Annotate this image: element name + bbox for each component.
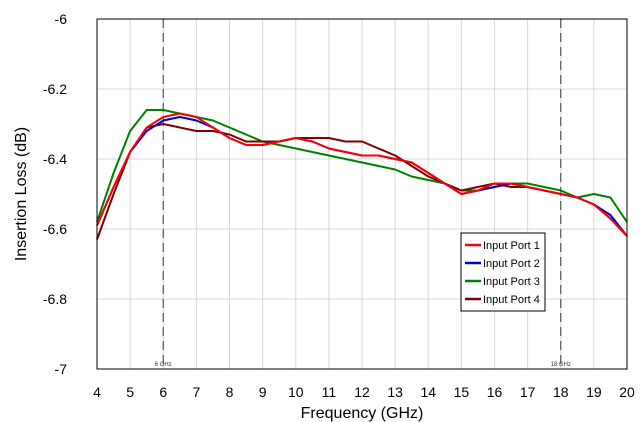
x-tick-label: 9 (259, 384, 267, 400)
y-tick-label: -7 (55, 361, 68, 377)
y-tick-label: -6.2 (43, 81, 67, 97)
legend-entry: Input Port 1 (483, 240, 540, 252)
x-tick-label: 17 (520, 384, 536, 400)
x-tick-label: 18 (553, 384, 569, 400)
plot-area-border (96, 18, 628, 370)
legend-entry: Input Port 3 (483, 276, 540, 288)
x-tick-label: 15 (454, 384, 470, 400)
marker-label: 18 GHz (551, 362, 571, 368)
x-tick-label: 16 (487, 384, 503, 400)
legend-entry: Input Port 4 (483, 294, 540, 306)
y-tick-label: -6 (55, 11, 68, 27)
x-tick-label: 6 (159, 384, 167, 400)
y-tick-label: -6.4 (43, 151, 67, 167)
x-axis-title: Frequency (GHz) (301, 405, 424, 422)
y-tick-label: -6.6 (43, 221, 67, 237)
x-tick-label: 10 (288, 384, 304, 400)
x-tick-label: 7 (192, 384, 200, 400)
x-tick-label: 20 (619, 384, 635, 400)
legend-entry: Input Port 2 (483, 258, 540, 270)
y-tick-label: -6.8 (43, 291, 67, 307)
x-tick-label: 14 (420, 384, 436, 400)
x-tick-label: 5 (126, 384, 134, 400)
y-axis-title: Insertion Loss (dB) (13, 127, 30, 261)
x-tick-label: 13 (387, 384, 403, 400)
x-tick-label: 8 (226, 384, 234, 400)
series-line-port-1 (96, 112, 628, 237)
marker-label: 6 GHz (155, 362, 172, 368)
x-tick-labels: 4 5 6 7 8 9 10 11 12 13 14 15 16 17 18 19 20 (93, 384, 635, 400)
y-tick-labels: -6 -6.2 -6.4 -6.6 -6.8 -7 (43, 11, 67, 377)
x-tick-label: 4 (93, 384, 101, 400)
x-tick-label: 11 (322, 384, 337, 400)
x-tick-label: 12 (354, 384, 370, 400)
legend: Input Port 1 Input Port 2 Input Port 3 Inpu… (460, 232, 546, 312)
series-lines (96, 109, 628, 240)
x-tick-label: 19 (586, 384, 602, 400)
